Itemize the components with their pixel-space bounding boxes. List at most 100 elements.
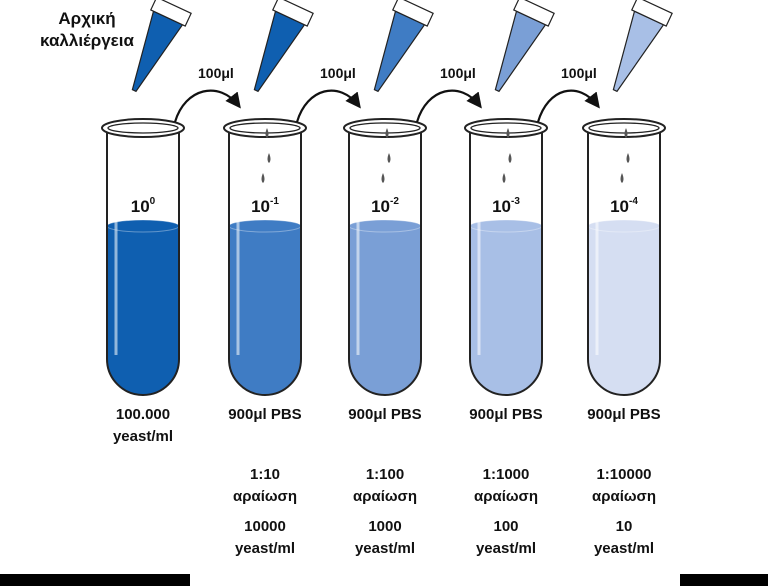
pipette-tip-body	[612, 10, 665, 93]
pipette-tip-body	[373, 10, 426, 93]
exponent-power: -1	[270, 196, 279, 207]
exponent-power: -3	[511, 196, 520, 207]
tube-outline	[106, 128, 180, 396]
ratio-word: αραίωση	[233, 487, 297, 505]
drop	[626, 153, 630, 163]
concentration-value: 10	[615, 518, 633, 535]
transfer-arrow	[295, 89, 361, 123]
transfer-arrow	[536, 89, 600, 123]
drop	[267, 153, 271, 163]
exponent-base: 10	[371, 197, 390, 216]
concentration-label: 100 yeast/ml	[451, 516, 561, 560]
pipette-tip-collar	[512, 0, 555, 27]
tube-rim	[343, 118, 427, 138]
content-line-1: 900μl PBS	[587, 406, 661, 423]
tube-liquid	[588, 226, 660, 395]
liquid-surface	[228, 219, 302, 233]
pipette-tip	[494, 0, 555, 93]
transfer-volume-label: 100μl	[320, 65, 356, 81]
exponent-base: 10	[251, 197, 270, 216]
dilution-ratio-label: 1:100 αραίωση	[330, 464, 440, 508]
transfer-volume-label: 100μl	[198, 65, 234, 81]
liquid-surface	[106, 219, 180, 233]
dilution-exponent: 10-2	[345, 196, 425, 217]
tube-content-label: 900μl PBS	[569, 404, 679, 426]
tube-outline	[348, 128, 422, 396]
drop	[508, 153, 512, 163]
ratio-word: αραίωση	[353, 487, 417, 505]
tube-rim	[464, 118, 548, 138]
pipette-tip	[131, 0, 192, 93]
dilution-exponent: 100	[103, 196, 183, 217]
ratio-word: αραίωση	[474, 487, 538, 505]
dilution-exponent: 10-1	[225, 196, 305, 217]
tube-outline	[469, 128, 543, 396]
tube-rim-inner	[107, 122, 179, 134]
drop	[506, 128, 510, 138]
bottom-bar-right	[680, 574, 768, 586]
drop	[385, 128, 389, 138]
liquid-surface	[469, 219, 543, 233]
tube-liquid	[470, 226, 542, 395]
pipette-tip-collar	[391, 0, 434, 27]
dilution-ratio-label: 1:1000 αραίωση	[451, 464, 561, 508]
ratio-value: 1:1000	[482, 466, 530, 483]
tube-liquid	[349, 226, 421, 395]
pipette-tip	[373, 0, 434, 93]
tube-rim	[223, 118, 307, 138]
transfer-arrow	[173, 89, 241, 123]
exponent-base: 10	[610, 197, 629, 216]
dilution-exponent: 10-3	[466, 196, 546, 217]
tube-rim-inner	[470, 122, 542, 134]
concentration-label: 1000 yeast/ml	[330, 516, 440, 560]
pipette-tip-collar	[271, 0, 314, 27]
tube-rim-inner	[229, 122, 301, 134]
tube-rim	[582, 118, 666, 138]
transfer-volume-label: 100μl	[440, 65, 476, 81]
pipette-tip-body	[253, 10, 306, 93]
content-line-2: yeast/ml	[112, 427, 174, 445]
tube-liquid	[229, 226, 301, 395]
concentration-unit: yeast/ml	[234, 539, 296, 557]
tube-outline	[587, 128, 661, 396]
tube-content-label: 900μl PBS	[330, 404, 440, 426]
exponent-base: 10	[130, 197, 150, 216]
exponent-power: -2	[390, 196, 399, 207]
exponent-power: -4	[629, 196, 638, 207]
exponent-base: 10	[492, 197, 511, 216]
diagram-title: Αρχική καλλιέργεια	[12, 8, 162, 52]
ratio-value: 1:10000	[596, 466, 652, 483]
drop	[502, 173, 506, 183]
transfer-volume-label: 100μl	[561, 65, 597, 81]
tube-rim	[101, 118, 185, 138]
pipette-tip-body	[494, 10, 547, 93]
exponent-power: 0	[149, 196, 156, 207]
tube-content-label: 900μl PBS	[210, 404, 320, 426]
drop	[381, 173, 385, 183]
ratio-value: 1:100	[365, 466, 405, 483]
concentration-value: 100	[493, 518, 519, 535]
content-line-1: 900μl PBS	[348, 406, 422, 423]
concentration-unit: yeast/ml	[475, 539, 537, 557]
drop	[265, 128, 269, 138]
drop	[624, 128, 628, 138]
title-line-1: Αρχική	[58, 9, 116, 28]
dilution-ratio-label: 1:10000 αραίωση	[569, 464, 679, 508]
tube-liquid	[107, 226, 179, 395]
ratio-value: 1:10	[249, 466, 281, 483]
tube-rim-inner	[349, 122, 421, 134]
title-line-2: καλλιέργεια	[40, 31, 134, 51]
concentration-label: 10 yeast/ml	[569, 516, 679, 560]
pipette-tip-collar	[630, 0, 673, 27]
pipette-tip-collar	[149, 0, 192, 27]
concentration-label: 10000 yeast/ml	[210, 516, 320, 560]
dilution-ratio-label: 1:10 αραίωση	[210, 464, 320, 508]
drop	[387, 153, 391, 163]
liquid-surface	[587, 219, 661, 233]
concentration-unit: yeast/ml	[593, 539, 655, 557]
concentration-unit: yeast/ml	[354, 539, 416, 557]
tube-outline	[228, 128, 302, 396]
content-line-1: 900μl PBS	[469, 406, 543, 423]
ratio-word: αραίωση	[592, 487, 656, 505]
